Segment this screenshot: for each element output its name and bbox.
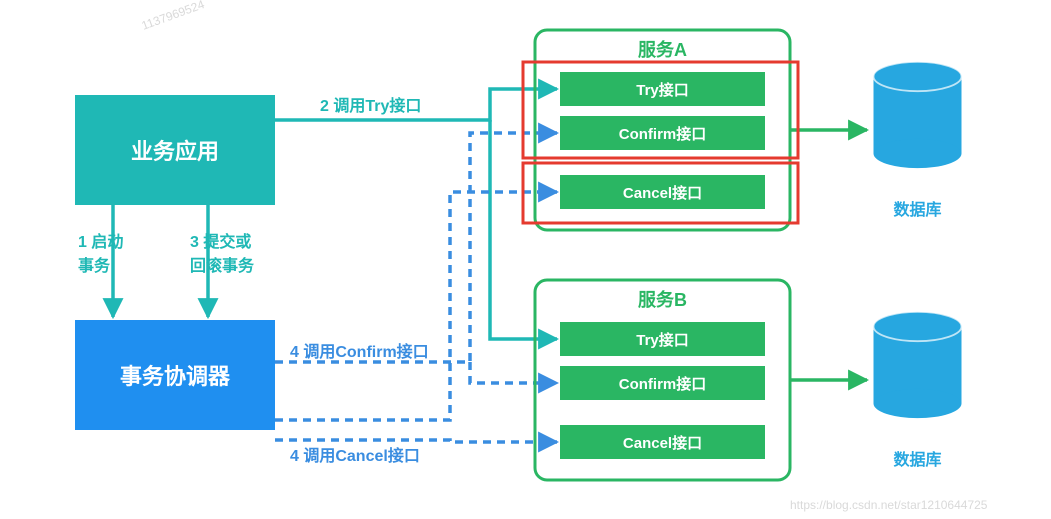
- database-label-dbA: 数据库: [870, 196, 965, 220]
- watermark-topLeft: 1137969524: [140, 0, 207, 33]
- watermark-bottom: https://blog.csdn.net/star1210644725: [790, 498, 987, 512]
- edge-e4b-canA: [275, 192, 557, 420]
- database-label-dbB: 数据库: [870, 446, 965, 470]
- edge-e4a-confB: [470, 362, 557, 383]
- iface-cancelB: Cancel接口: [560, 425, 765, 459]
- edge-label-step3: 3 提交或 回滚事务: [190, 228, 254, 276]
- database-icon-dbB: [870, 310, 965, 420]
- edge-label-step1: 1 启动 事务: [78, 228, 123, 276]
- tx-coordinator-node: 事务协调器: [75, 320, 275, 430]
- iface-tryB: Try接口: [560, 322, 765, 356]
- edge-label-step4a: 4 调用Confirm接口: [290, 338, 429, 362]
- iface-tryA: Try接口: [560, 72, 765, 106]
- service-A-title: 服务A: [535, 36, 790, 62]
- edge-e4a-confA: [275, 133, 557, 362]
- iface-confirmA: Confirm接口: [560, 116, 765, 150]
- service-B-title: 服务B: [535, 286, 790, 312]
- iface-cancelA: Cancel接口: [560, 175, 765, 209]
- iface-confirmB: Confirm接口: [560, 366, 765, 400]
- business-app-node: 业务应用: [75, 95, 275, 205]
- edge-label-step2: 2 调用Try接口: [320, 92, 421, 116]
- database-icon-dbA: [870, 60, 965, 170]
- edge-label-step4b: 4 调用Cancel接口: [290, 442, 420, 466]
